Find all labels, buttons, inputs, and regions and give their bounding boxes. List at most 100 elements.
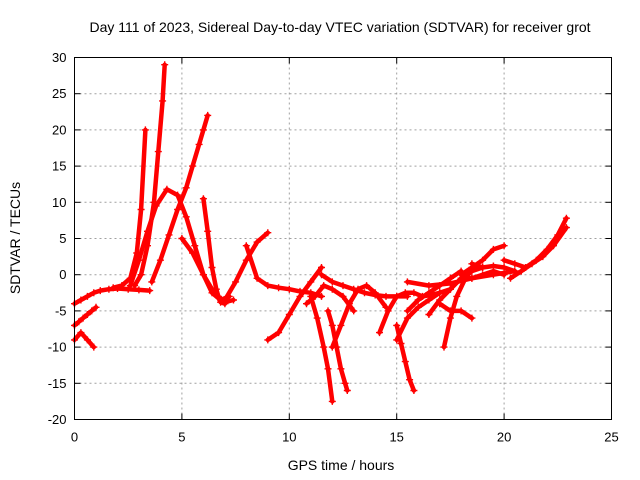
data-point	[410, 289, 418, 297]
y-axis-label: SDTVAR / TECUs	[7, 182, 23, 294]
data-point	[436, 289, 444, 297]
data-point	[350, 285, 358, 293]
data-point	[539, 253, 547, 261]
data-point	[135, 286, 143, 294]
data-point	[320, 343, 328, 351]
data-point	[328, 278, 336, 286]
data-point	[141, 126, 149, 134]
data-point	[189, 162, 197, 170]
data-point	[109, 284, 117, 292]
data-point	[137, 206, 145, 213]
data-point	[410, 387, 418, 394]
data-point	[337, 365, 345, 373]
data-point	[83, 336, 91, 344]
data-point	[446, 285, 454, 293]
data-point	[507, 274, 514, 282]
data-point	[453, 292, 461, 300]
data-point	[210, 289, 218, 297]
series-line	[405, 268, 464, 314]
data-point	[221, 296, 229, 304]
data-point	[382, 292, 390, 300]
data-point	[511, 260, 519, 268]
data-point	[96, 287, 104, 295]
data-point	[425, 289, 433, 297]
x-tick-label: 20	[497, 430, 511, 445]
data-point	[403, 307, 411, 315]
data-point	[174, 206, 182, 213]
data-point	[318, 271, 325, 279]
series-line	[72, 286, 152, 306]
data-point	[406, 376, 414, 384]
x-axis-label: GPS time / hours	[288, 457, 395, 473]
data-series-trace-11	[242, 242, 325, 300]
data-point	[361, 289, 368, 297]
chart-title: Day 111 of 2023, Sidereal Day-to-day VTE…	[89, 19, 590, 35]
data-point	[328, 285, 336, 293]
data-point	[401, 289, 409, 297]
series-line	[508, 225, 569, 281]
data-point	[124, 285, 132, 293]
data-point	[303, 300, 310, 308]
data-point	[393, 321, 401, 329]
data-point	[204, 227, 212, 235]
x-tick-label: 15	[389, 430, 403, 445]
data-point	[275, 329, 283, 337]
data-point	[489, 245, 497, 253]
data-point	[562, 224, 570, 232]
y-tick-label: 0	[59, 267, 66, 282]
data-point	[154, 148, 162, 156]
data-point	[341, 379, 349, 387]
data-point	[401, 358, 409, 366]
data-point	[126, 282, 134, 290]
data-point	[77, 296, 85, 304]
data-point	[479, 264, 487, 271]
data-point	[189, 249, 197, 257]
data-point	[137, 271, 145, 279]
data-point	[345, 300, 353, 308]
data-point	[264, 336, 272, 344]
data-point	[384, 307, 392, 315]
data-point	[550, 242, 557, 250]
data-point	[135, 256, 143, 264]
data-point	[199, 126, 207, 134]
data-point	[296, 292, 304, 300]
series-line	[265, 265, 324, 343]
x-tick-label: 0	[71, 430, 78, 445]
data-point	[79, 314, 87, 322]
data-point	[313, 314, 321, 322]
y-tick-label: -20	[48, 412, 67, 427]
data-point	[307, 278, 315, 286]
data-point	[468, 314, 476, 322]
data-point	[285, 311, 293, 318]
data-point	[264, 229, 272, 237]
data-point	[343, 387, 351, 394]
series-line	[244, 243, 324, 299]
series-line	[72, 330, 97, 350]
y-tick-label: 30	[52, 50, 66, 65]
data-point	[199, 271, 207, 279]
data-series-trace-25	[436, 300, 476, 322]
data-point	[191, 242, 199, 250]
data-series-trace-10	[221, 229, 272, 304]
data-series-trace-30	[507, 224, 570, 282]
data-point	[479, 256, 487, 264]
data-point	[425, 311, 433, 318]
data-point	[156, 256, 164, 264]
y-tick-label: -10	[48, 340, 67, 355]
y-tick-label: -15	[48, 376, 67, 391]
data-point	[242, 242, 250, 250]
data-point	[337, 321, 345, 329]
series-line	[72, 305, 99, 328]
data-point	[393, 336, 401, 344]
data-point	[517, 267, 525, 275]
data-point	[320, 282, 328, 290]
data-point	[199, 195, 207, 203]
data-point	[178, 235, 186, 242]
data-point	[393, 292, 401, 300]
data-point	[77, 329, 85, 337]
data-series-trace-4	[109, 126, 149, 292]
data-point	[83, 311, 91, 318]
data-point	[468, 274, 476, 282]
data-point	[350, 307, 358, 315]
data-point	[90, 289, 98, 297]
